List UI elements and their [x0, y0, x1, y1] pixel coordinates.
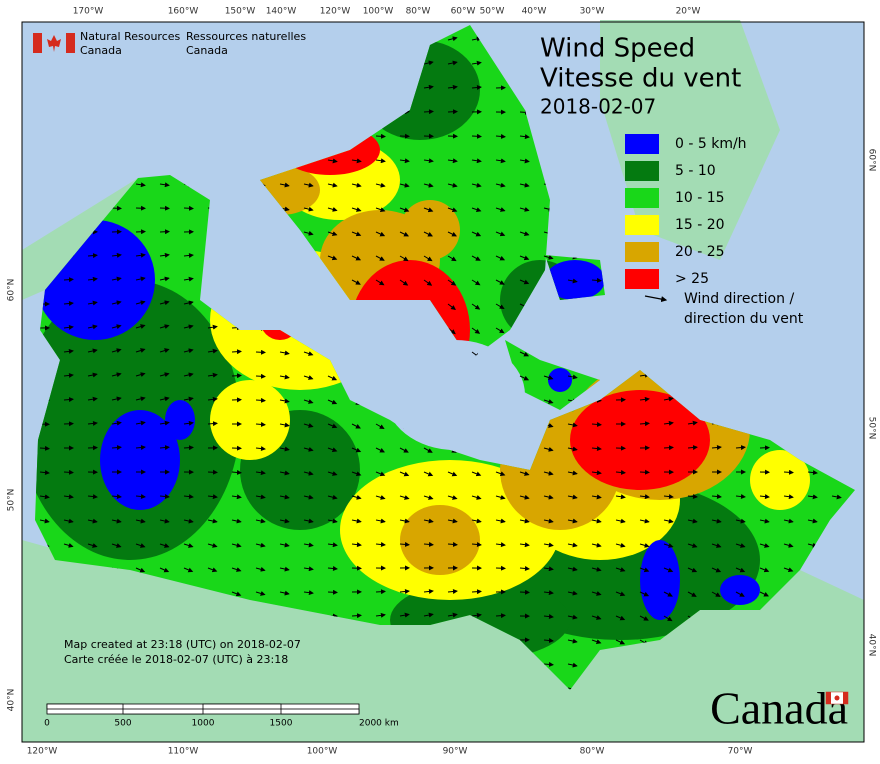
legend-swatch [625, 161, 659, 181]
title: Vitesse du vent [540, 64, 741, 94]
latitude-label: 60°N [867, 149, 877, 172]
date: 2018-02-07 [540, 95, 656, 119]
longitude-label: 150°W [225, 7, 256, 17]
legend-swatch [625, 188, 659, 208]
legend-direction: direction du vent [684, 311, 804, 327]
longitude-label: 160°W [168, 7, 199, 17]
flag-bar [33, 33, 42, 53]
latitude-label: 60°N [7, 279, 17, 302]
speed-zone [210, 380, 290, 460]
longitude-label: 100°W [363, 7, 394, 17]
wind-arrow [136, 231, 145, 232]
footer-note: Map created at 23:18 (UTC) on 2018-02-07 [64, 638, 301, 651]
longitude-label: 80°W [406, 7, 431, 17]
scale-bar-segment [203, 704, 281, 709]
speed-zone [720, 575, 760, 605]
legend-label: 15 - 20 [675, 217, 725, 233]
legend-swatch [625, 215, 659, 235]
wind-arrow [352, 615, 361, 616]
wind-arrow [784, 472, 793, 473]
scale-bar-segment [123, 709, 203, 714]
hudson-bay [385, 340, 525, 450]
wordmark: Canada [710, 683, 848, 734]
latitude-label: 50°N [7, 489, 17, 512]
agency-fr: Ressources naturelles [186, 30, 306, 43]
footer-note: Carte créée le 2018-02-07 (UTC) à 23:18 [64, 653, 288, 666]
speed-zone [400, 505, 480, 575]
agency-fr: Canada [186, 44, 228, 57]
wind-arrow [40, 448, 49, 449]
wind-arrow [472, 591, 481, 592]
wind-arrow [256, 400, 265, 401]
wind-arrow [256, 376, 265, 377]
latitude-label: 50°N [867, 417, 877, 440]
wind-arrow [64, 472, 73, 473]
wind-arrow [208, 423, 217, 424]
legend-label: 20 - 25 [675, 244, 725, 260]
longitude-label: 90°W [443, 747, 468, 757]
agency-en: Natural Resources [80, 30, 181, 43]
wind-arrow [184, 447, 193, 448]
longitude-label: 20°W [676, 7, 701, 17]
legend-swatch [625, 134, 659, 154]
longitude-label: 40°W [522, 7, 547, 17]
wordmark-flag [826, 692, 848, 704]
legend-label: 5 - 10 [675, 163, 716, 179]
latitude-label: 40°N [7, 689, 17, 712]
legend-label: 0 - 5 km/h [675, 136, 747, 152]
legend-label: > 25 [675, 271, 709, 287]
longitude-label: 100°W [307, 747, 338, 757]
logo [33, 33, 75, 53]
wind-arrow [376, 136, 385, 137]
title: Wind Speed [540, 34, 695, 64]
wind-arrow [472, 136, 481, 137]
longitude-label: 70°W [728, 747, 753, 757]
flag-bar [826, 692, 831, 704]
wind-arrow [664, 447, 673, 448]
longitude-label: 120°W [27, 747, 58, 757]
wind-arrow [424, 111, 433, 112]
scale-label: 2000 km [359, 719, 399, 729]
scale-label: 1500 [270, 719, 293, 729]
wind-arrow [496, 615, 505, 616]
scale-bar-segment [47, 704, 123, 709]
longitude-label: 170°W [73, 7, 104, 17]
legend-swatch [625, 269, 659, 289]
speed-zone [165, 400, 195, 440]
speed-zone [640, 540, 680, 620]
wind-arrow [232, 375, 241, 376]
speed-zone [548, 368, 572, 392]
longitude-label: 30°W [580, 7, 605, 17]
legend-direction: Wind direction / [684, 291, 794, 307]
agency-en: Canada [80, 44, 122, 57]
scale-label: 1000 [192, 719, 215, 729]
scale-label: 500 [114, 719, 131, 729]
scale-bar-segment [281, 709, 359, 714]
longitude-label: 120°W [320, 7, 351, 17]
scale-label: 0 [44, 719, 50, 729]
legend-swatch [625, 242, 659, 262]
wind-arrow [184, 208, 193, 209]
legend-label: 10 - 15 [675, 190, 725, 206]
flag-bar [843, 692, 848, 704]
wind-arrow [640, 423, 649, 424]
longitude-label: 50°W [480, 7, 505, 17]
latitude-label: 40°N [867, 634, 877, 657]
flag-bar [66, 33, 75, 53]
wind-arrow [376, 591, 385, 592]
longitude-label: 80°W [580, 747, 605, 757]
wind-arrow [64, 279, 73, 280]
maple-leaf [835, 696, 840, 701]
longitude-label: 60°W [451, 7, 476, 17]
wind-arrow [232, 351, 241, 352]
longitude-label: 110°W [168, 747, 199, 757]
longitude-label: 140°W [266, 7, 297, 17]
